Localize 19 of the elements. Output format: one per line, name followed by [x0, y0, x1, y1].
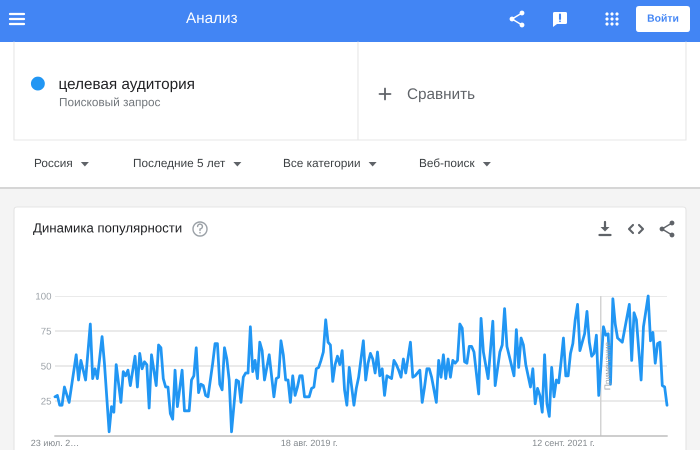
text: Анализ [186, 12, 238, 24]
text: Сравнить [408, 88, 474, 102]
ref-line-label: Примечание [604, 342, 612, 390]
line-series [54, 294, 668, 434]
text: Россия [34, 158, 72, 168]
y-tick-label: 25 [41, 398, 52, 405]
text: Веб-поиск [420, 158, 475, 168]
y-tick-label: 75 [41, 328, 52, 335]
legend-label: целевая аудитория [60, 80, 194, 92]
chart-title: Динамика популярности [33, 223, 182, 236]
x-tick-label: 12 сент. 2021 г. [532, 440, 594, 446]
text: Все категории [284, 158, 360, 170]
x-tick-label: 18 авг. 2019 г. [281, 440, 337, 446]
x-tick-label: 23 июл. 2… [31, 440, 78, 446]
text: Поисковый запрос [60, 97, 160, 109]
y-tick-label: 50 [41, 362, 52, 370]
text: Войти [648, 14, 678, 22]
text: Последние 5 лет [134, 158, 226, 170]
y-tick-label: 100 [36, 292, 52, 300]
